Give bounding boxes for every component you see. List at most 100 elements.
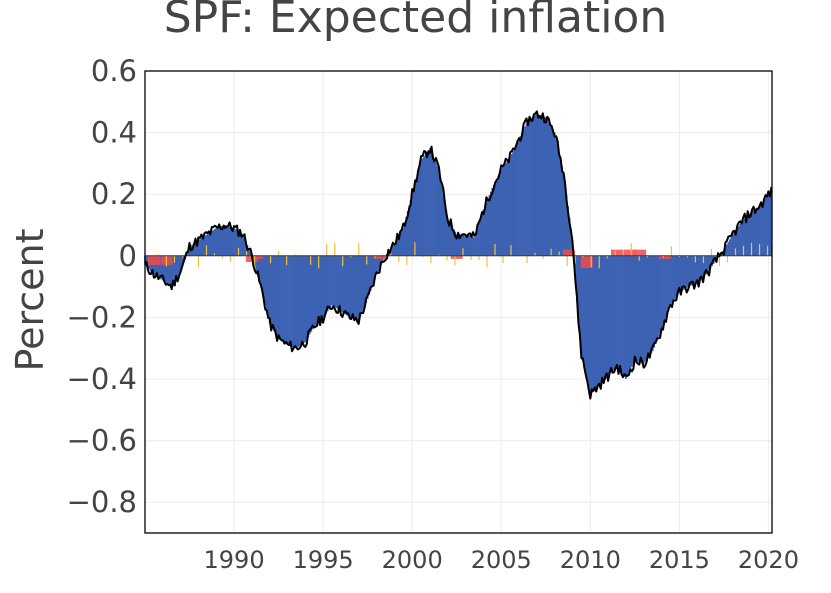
x-tick-label: 2005 bbox=[471, 546, 532, 574]
main-bar bbox=[344, 255, 347, 315]
main-bar bbox=[706, 255, 709, 273]
main-bar bbox=[145, 255, 148, 267]
main-bar bbox=[369, 255, 372, 291]
main-bar bbox=[170, 255, 173, 287]
main-bar bbox=[632, 255, 635, 364]
main-bar bbox=[538, 115, 541, 256]
main-bar bbox=[743, 218, 746, 256]
main-bar bbox=[215, 228, 218, 256]
main-bar bbox=[283, 255, 286, 344]
main-bar bbox=[642, 255, 645, 364]
main-bar bbox=[504, 163, 507, 256]
main-bar bbox=[635, 255, 638, 362]
main-bar bbox=[316, 255, 319, 324]
main-bar bbox=[298, 255, 301, 347]
main-bar bbox=[633, 255, 636, 361]
main-bar bbox=[596, 255, 599, 387]
main-bar bbox=[157, 255, 160, 278]
main-bar bbox=[709, 255, 712, 269]
main-bar bbox=[329, 255, 332, 308]
main-bar bbox=[243, 237, 246, 256]
main-bar bbox=[751, 211, 754, 256]
main-bar bbox=[577, 255, 580, 320]
main-bar bbox=[472, 236, 474, 256]
main-bar bbox=[641, 255, 644, 364]
main-bar bbox=[736, 228, 739, 256]
main-bar bbox=[494, 181, 497, 256]
main-bar bbox=[277, 255, 280, 339]
main-bar bbox=[570, 229, 572, 256]
main-bar bbox=[531, 117, 534, 256]
main-bar bbox=[273, 255, 276, 332]
main-bar bbox=[460, 234, 463, 256]
main-bar bbox=[197, 240, 200, 256]
x-ticks: 1990 1995 2000 2005 2010 2015 2020 bbox=[204, 546, 799, 574]
main-bar bbox=[449, 223, 452, 256]
main-bar bbox=[402, 228, 405, 256]
main-bar bbox=[331, 255, 333, 306]
main-bar bbox=[279, 255, 281, 340]
main-bar bbox=[760, 204, 762, 256]
main-bar bbox=[638, 255, 641, 363]
main-bar bbox=[403, 222, 406, 256]
main-bar bbox=[579, 255, 581, 337]
main-bar bbox=[614, 255, 617, 369]
x-tick-label: 2015 bbox=[649, 546, 710, 574]
main-bar bbox=[155, 255, 158, 277]
main-bar bbox=[610, 255, 612, 373]
main-bar bbox=[651, 255, 654, 352]
main-bar bbox=[467, 235, 470, 256]
secondary-bar bbox=[634, 249, 647, 256]
main-bar bbox=[261, 255, 264, 293]
main-bar bbox=[619, 255, 621, 371]
main-bar bbox=[463, 234, 466, 256]
main-bar bbox=[636, 255, 639, 362]
main-bar bbox=[742, 220, 745, 256]
main-bar bbox=[304, 255, 307, 343]
main-bar bbox=[764, 198, 767, 256]
main-bar bbox=[601, 255, 604, 383]
main-bar bbox=[681, 255, 684, 291]
main-bar bbox=[338, 255, 341, 311]
main-bar bbox=[375, 255, 378, 275]
main-bar bbox=[351, 255, 354, 319]
main-bar bbox=[341, 255, 344, 313]
secondary-bar bbox=[659, 255, 672, 259]
main-bar bbox=[501, 167, 504, 256]
main-bar bbox=[586, 255, 589, 382]
main-bar bbox=[693, 255, 696, 285]
main-bar bbox=[216, 227, 219, 256]
main-bar bbox=[233, 228, 235, 256]
main-bar bbox=[280, 255, 283, 342]
main-bar bbox=[166, 255, 169, 284]
main-bar bbox=[201, 237, 204, 256]
main-bar bbox=[559, 159, 562, 256]
main-bar bbox=[442, 194, 445, 256]
main-bar bbox=[179, 255, 182, 272]
main-bar bbox=[589, 255, 592, 395]
main-bar bbox=[209, 232, 212, 256]
main-bar bbox=[420, 160, 422, 256]
main-bar bbox=[448, 221, 451, 256]
main-bar bbox=[758, 206, 761, 256]
main-bar bbox=[452, 229, 455, 256]
main-bar bbox=[305, 255, 308, 340]
main-bar bbox=[161, 255, 164, 281]
main-bar bbox=[469, 235, 471, 256]
main-bar bbox=[236, 230, 238, 256]
main-bar bbox=[583, 255, 586, 368]
main-bar bbox=[562, 172, 565, 256]
main-bar bbox=[630, 255, 633, 367]
main-bar bbox=[506, 161, 509, 256]
main-bar bbox=[543, 116, 546, 256]
main-bar bbox=[473, 237, 476, 256]
main-bar bbox=[323, 255, 326, 316]
main-bar bbox=[262, 255, 265, 299]
main-bar bbox=[584, 255, 587, 375]
main-bar bbox=[412, 188, 415, 256]
y-tick-label: −0.4 bbox=[67, 362, 137, 396]
main-bar bbox=[503, 165, 506, 256]
main-bar bbox=[445, 210, 448, 256]
main-bar bbox=[231, 227, 234, 256]
main-bar bbox=[299, 255, 302, 346]
